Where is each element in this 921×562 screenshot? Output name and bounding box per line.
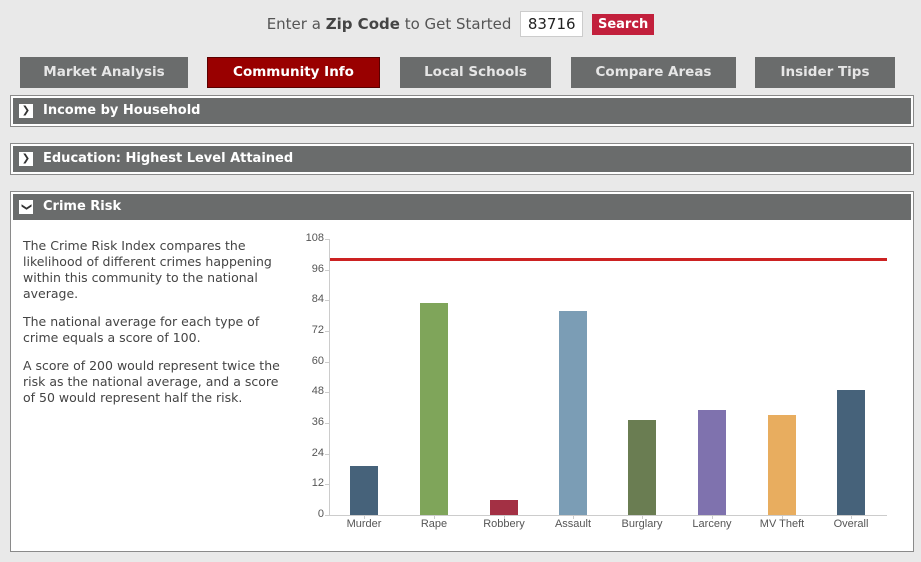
chevron-right-icon[interactable]: ❯ <box>19 104 33 118</box>
bar-larceny[interactable] <box>698 410 726 515</box>
y-tick <box>325 515 329 516</box>
y-tick-label: 12 <box>311 477 324 490</box>
y-tick <box>325 331 329 332</box>
panel-title: Education: Highest Level Attained <box>43 151 294 166</box>
bar-mv-theft[interactable] <box>768 415 796 515</box>
panel-crime-header[interactable]: ❯ Crime Risk <box>13 194 911 220</box>
bar-rape[interactable] <box>420 302 448 515</box>
x-axis-line <box>329 515 887 516</box>
y-tick-label: 36 <box>311 416 324 428</box>
bar-burglary[interactable] <box>628 420 656 515</box>
panel-title: Income by Household <box>43 103 201 118</box>
x-tick <box>504 515 505 519</box>
x-tick-label: Burglary <box>621 518 663 530</box>
x-tick-label: Robbery <box>483 518 525 530</box>
x-tick-label: Assault <box>554 518 592 530</box>
bar-murder[interactable] <box>350 466 378 515</box>
tab-insider-tips[interactable]: Insider Tips <box>755 57 895 88</box>
y-tick-label: 96 <box>311 262 324 275</box>
zip-prompt-post: to Get Started <box>404 15 512 33</box>
chevron-down-icon[interactable]: ❯ <box>19 200 33 214</box>
crime-body: The Crime Risk Index compares the likeli… <box>11 222 913 551</box>
zip-code-input[interactable] <box>520 11 584 37</box>
y-tick <box>325 392 329 394</box>
zip-prompt-bold: Zip Code <box>325 15 400 33</box>
chevron-right-icon[interactable]: ❯ <box>19 152 33 166</box>
x-tick-label: Rape <box>420 518 448 530</box>
crime-description: The Crime Risk Index compares the likeli… <box>23 238 285 418</box>
y-tick <box>325 361 329 363</box>
x-tick-label: MV Theft <box>759 518 805 530</box>
y-tick <box>325 269 329 271</box>
panel-income: ❯ Income by Household <box>10 95 914 127</box>
x-tick <box>712 515 713 519</box>
x-tick <box>364 515 365 519</box>
tab-market-analysis[interactable]: Market Analysis <box>20 57 188 88</box>
y-tick-label: 48 <box>311 385 324 398</box>
y-tick-label: 108 <box>305 232 324 244</box>
y-tick-label: 60 <box>311 354 324 367</box>
x-tick <box>573 515 574 519</box>
zip-search-row: Enter a Zip Code to Get Started Search <box>0 11 921 37</box>
x-tick <box>851 515 852 519</box>
bar-assault[interactable] <box>559 310 587 515</box>
crime-desc-paragraph: A score of 200 would represent twice the… <box>23 358 280 405</box>
x-tick-label: Murder <box>346 518 382 530</box>
y-tick <box>325 423 329 424</box>
panel-education-header[interactable]: ❯ Education: Highest Level Attained <box>13 146 911 172</box>
y-tick-label: 0 <box>317 508 324 520</box>
tab-compare-areas[interactable]: Compare Areas <box>571 57 736 88</box>
x-tick <box>434 515 435 519</box>
y-tick-label: 72 <box>311 324 324 336</box>
tab-local-schools[interactable]: Local Schools <box>400 57 551 88</box>
x-tick-label: Larceny <box>692 518 732 530</box>
y-axis-line <box>329 239 330 515</box>
bar-robbery[interactable] <box>490 499 518 515</box>
y-tick <box>325 453 329 455</box>
y-tick <box>325 239 329 240</box>
zip-prompt-pre: Enter a <box>266 15 321 33</box>
x-tick <box>782 515 783 519</box>
tab-community-info[interactable]: Community Info <box>207 57 380 88</box>
y-tick <box>325 484 329 486</box>
y-tick-label: 24 <box>311 446 324 459</box>
crime-desc-paragraph: The Crime Risk Index compares the likeli… <box>23 238 272 301</box>
y-tick <box>325 300 329 302</box>
search-button[interactable]: Search <box>591 13 655 35</box>
bar-overall[interactable] <box>837 389 865 515</box>
panel-crime-risk: ❯ Crime Risk The Crime Risk Index compar… <box>10 191 914 552</box>
national-average-line <box>330 257 887 261</box>
y-tick-label: 84 <box>311 293 324 306</box>
panel-income-header[interactable]: ❯ Income by Household <box>13 98 911 124</box>
x-tick-label: Overall <box>833 518 869 530</box>
crime-desc-paragraph: The national average for each type of cr… <box>23 314 260 345</box>
panel-education: ❯ Education: Highest Level Attained <box>10 143 914 175</box>
panel-title: Crime Risk <box>43 199 122 214</box>
x-tick <box>642 515 643 519</box>
